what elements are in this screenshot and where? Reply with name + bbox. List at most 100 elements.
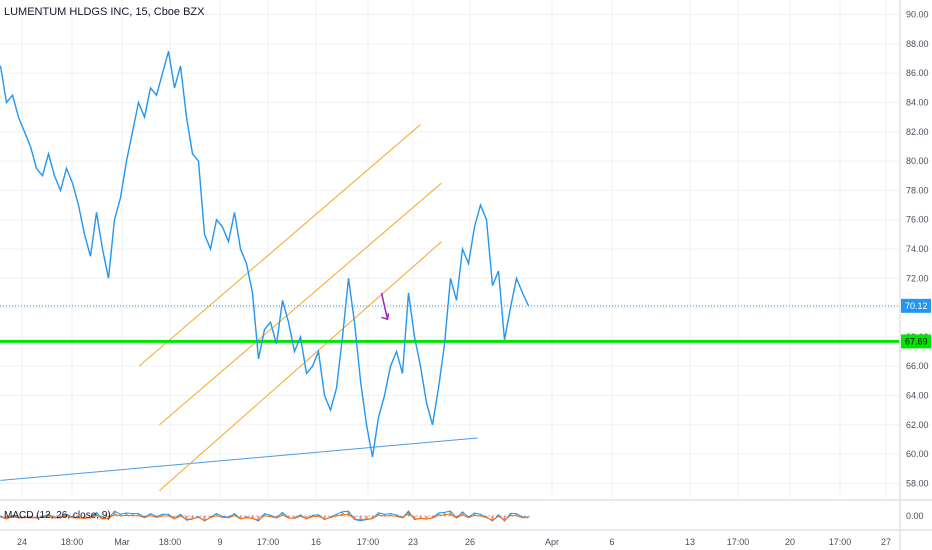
macd-histogram-bar — [113, 511, 116, 516]
macd-histogram-bar — [65, 514, 68, 516]
last-price-tag-bg — [901, 298, 931, 313]
macd-histogram-bar — [479, 514, 482, 516]
macd-histogram-bar — [185, 516, 188, 521]
macd-histogram-bar — [161, 514, 164, 516]
y-tick-label: 72.00 — [906, 273, 929, 283]
macd-histogram-bar — [107, 516, 110, 519]
x-tick-label: 27 — [881, 537, 891, 547]
macd-histogram-bar — [341, 511, 344, 516]
macd-histogram-bar — [437, 513, 440, 516]
macd-histogram-bar — [371, 516, 374, 519]
macd-histogram-bar — [263, 513, 266, 516]
macd-axis-label: 0.00 — [906, 511, 924, 521]
x-tick-label: 18:00 — [61, 537, 84, 547]
arrow-shaft — [380, 292, 389, 320]
arrow-head — [381, 313, 390, 321]
macd-histogram-bar — [143, 516, 146, 518]
macd-histogram-bar — [137, 513, 140, 516]
macd-histogram-bar — [335, 514, 338, 516]
macd-histogram-bar — [131, 513, 134, 516]
macd-histogram-bar — [17, 516, 20, 518]
macd-histogram-bar — [251, 516, 254, 519]
macd-histogram-bar — [353, 516, 356, 520]
macd-histogram-bar — [383, 514, 386, 516]
macd-histogram-bar — [281, 512, 284, 516]
macd-histogram-bar — [443, 512, 446, 516]
macd-pane — [0, 510, 530, 522]
support-level-tag-bg — [901, 334, 931, 349]
time-axis[interactable]: 24 18:00 Mar 18:00 9 17:00 16 17:00 23 26 Apr 6 13 17… — [0, 529, 932, 547]
support-level-tag: 67.69 — [905, 336, 928, 346]
macd-histogram-bar — [125, 513, 128, 516]
macd-histogram-bar — [503, 516, 506, 521]
chart-grid — [0, 0, 932, 501]
macd-histogram-bar — [83, 516, 86, 519]
macd-indicator-label: MACD (12, 26, close, 9) — [4, 510, 111, 521]
trend-line — [0, 437, 478, 481]
channel-upper-line — [138, 124, 421, 367]
y-tick-label: 88.00 — [906, 39, 929, 49]
macd-histogram-bar — [173, 516, 176, 519]
macd-histogram-bar — [509, 513, 512, 516]
macd-histogram-bar — [491, 516, 494, 521]
y-tick-label: 78.00 — [906, 185, 929, 195]
macd-histogram-bar — [23, 516, 26, 518]
macd-histogram-bar — [233, 513, 236, 516]
last-price-tag: 70.12 — [905, 301, 928, 311]
macd-histogram-bar — [431, 516, 434, 518]
x-tick-label: 17:00 — [357, 537, 380, 547]
y-tick-label: 86.00 — [906, 68, 929, 78]
macd-histogram-bar — [455, 516, 458, 518]
macd-histogram-bar — [89, 516, 92, 518]
x-tick-label: Mar — [114, 537, 130, 547]
macd-signal-line — [0, 512, 529, 522]
macd-histogram-bar — [365, 516, 368, 520]
y-tick-label: 74.00 — [906, 244, 929, 254]
macd-histogram-bar — [53, 516, 56, 518]
macd-histogram-bar — [485, 516, 488, 518]
macd-histogram-bar — [377, 512, 380, 516]
macd-histogram-bar — [419, 516, 422, 519]
y-tick-label: 60.00 — [906, 449, 929, 459]
macd-histogram-bar — [347, 511, 350, 516]
macd-histogram-bar — [209, 516, 212, 518]
x-tick-label: Apr — [545, 537, 559, 547]
y-tick-label: 64.00 — [906, 390, 929, 400]
macd-histogram-bar — [515, 513, 518, 516]
channel-lower-line — [159, 241, 442, 492]
y-tick-label: 62.00 — [906, 420, 929, 430]
macd-histogram-bar — [257, 516, 260, 521]
price-line — [0, 51, 530, 458]
y-tick-label: 76.00 — [906, 215, 929, 225]
macd-histogram-bar — [227, 516, 230, 518]
macd-histogram-bar — [305, 516, 308, 519]
y-tick-label: 90.00 — [906, 10, 929, 20]
macd-histogram-bar — [179, 514, 182, 516]
x-tick-label: 20 — [785, 537, 795, 547]
x-tick-label: 17:00 — [257, 537, 280, 547]
macd-histogram-bar — [287, 516, 290, 518]
x-tick-label: 16 — [311, 537, 321, 547]
macd-histogram-bar — [389, 513, 392, 516]
macd-histogram-bar — [71, 516, 74, 518]
macd-histogram-bar — [5, 516, 8, 519]
macd-histogram-bar — [203, 516, 206, 521]
macd-histogram-bar — [149, 513, 152, 516]
macd-histogram-bar — [473, 513, 476, 516]
chart-annotations — [0, 124, 899, 492]
price-axis[interactable]: 58.0060.0062.0064.0066.0068.0070.0072.00… — [899, 0, 929, 550]
macd-histogram-bar — [323, 516, 326, 520]
y-tick-label: 82.00 — [906, 127, 929, 137]
macd-histogram-bar — [413, 516, 416, 520]
y-tick-label: 80.00 — [906, 156, 929, 166]
y-tick-label: 84.00 — [906, 98, 929, 108]
channel-middle-line — [159, 182, 442, 426]
macd-histogram-bar — [521, 516, 524, 518]
chart-title: LUMENTUM HLDGS INC, 15, Cboe BZX — [4, 6, 205, 18]
macd-histogram-bar — [239, 516, 242, 519]
macd-histogram-bar — [425, 516, 428, 519]
macd-histogram-bar — [245, 516, 248, 518]
macd-histogram-bar — [293, 516, 296, 519]
macd-histogram-bar — [167, 514, 170, 516]
